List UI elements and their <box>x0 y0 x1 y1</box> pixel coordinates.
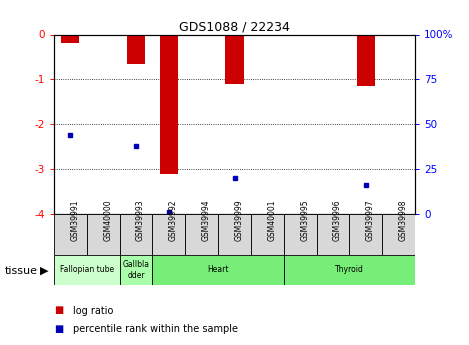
Text: log ratio: log ratio <box>73 306 113 315</box>
Bar <box>382 214 415 255</box>
Bar <box>152 214 185 255</box>
Text: Fallopian tube: Fallopian tube <box>60 265 114 275</box>
Text: GSM39996: GSM39996 <box>333 199 342 241</box>
Text: GSM39998: GSM39998 <box>399 199 408 241</box>
Bar <box>54 255 120 285</box>
Bar <box>357 34 375 86</box>
Text: ▶: ▶ <box>40 266 48 276</box>
Text: GSM39995: GSM39995 <box>300 199 309 241</box>
Text: GSM39993: GSM39993 <box>136 199 145 241</box>
Bar <box>120 214 152 255</box>
Text: Thyroid: Thyroid <box>335 265 364 275</box>
Text: GSM39997: GSM39997 <box>366 199 375 241</box>
Bar <box>127 34 145 64</box>
Text: GSM39999: GSM39999 <box>234 199 243 241</box>
Text: tissue: tissue <box>5 266 38 276</box>
Text: ■: ■ <box>54 325 63 334</box>
Text: GSM39991: GSM39991 <box>70 199 79 241</box>
Text: GSM40001: GSM40001 <box>267 199 276 241</box>
Bar <box>152 255 284 285</box>
Text: GSM40000: GSM40000 <box>103 199 112 241</box>
Text: ■: ■ <box>54 306 63 315</box>
Bar <box>54 214 87 255</box>
Title: GDS1088 / 22234: GDS1088 / 22234 <box>179 20 290 33</box>
Bar <box>185 214 218 255</box>
Bar <box>317 214 349 255</box>
Bar <box>226 34 243 84</box>
Text: GSM39994: GSM39994 <box>202 199 211 241</box>
Bar <box>87 214 120 255</box>
Bar <box>349 214 382 255</box>
Bar <box>251 214 284 255</box>
Text: GSM39992: GSM39992 <box>169 199 178 241</box>
Text: Gallbla
dder: Gallbla dder <box>122 260 150 280</box>
Text: Heart: Heart <box>207 265 229 275</box>
Bar <box>61 34 79 43</box>
Bar <box>160 34 178 174</box>
Bar <box>120 255 152 285</box>
Text: percentile rank within the sample: percentile rank within the sample <box>73 325 238 334</box>
Bar <box>218 214 251 255</box>
Bar <box>284 214 317 255</box>
Bar <box>284 255 415 285</box>
